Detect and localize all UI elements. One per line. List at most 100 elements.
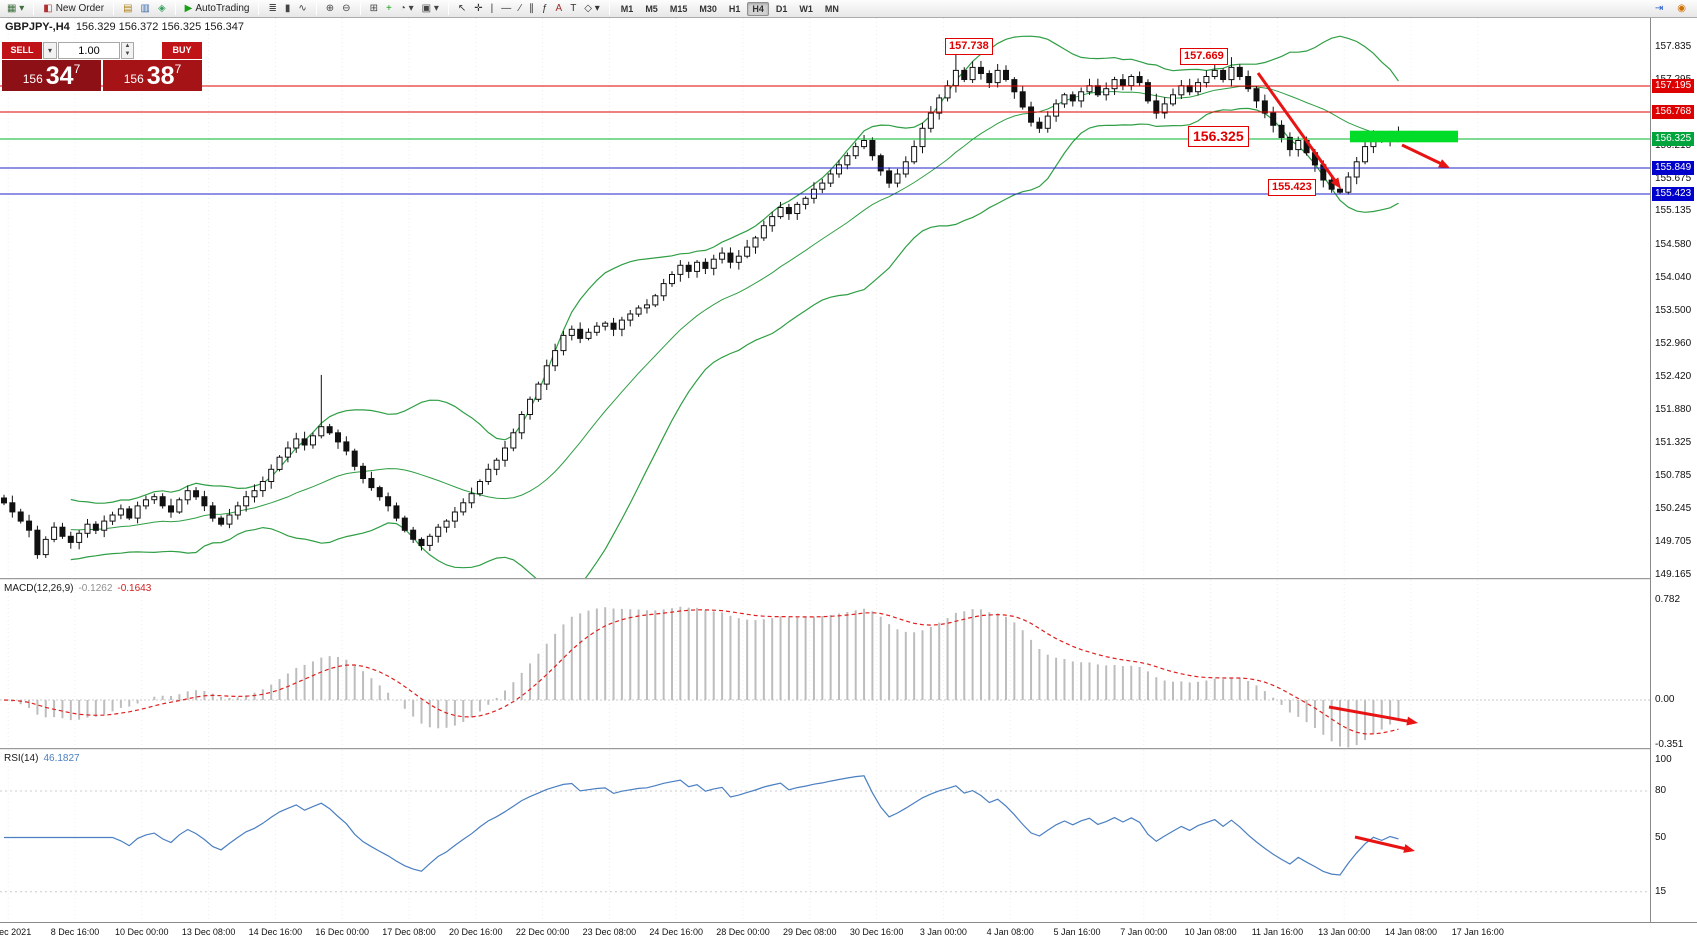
candlestick-chart-icon[interactable]: ▮: [284, 2, 291, 14]
price-axis-label: 151.880: [1655, 403, 1692, 415]
buy-button-small[interactable]: BUY: [162, 42, 202, 59]
toolbar-separator: [359, 2, 361, 15]
price-line-badge: 155.849: [1652, 160, 1695, 175]
buy-price-big: 38: [146, 62, 175, 90]
timeframe-m15[interactable]: M15: [669, 3, 688, 14]
timeframe-h1[interactable]: H1: [728, 3, 741, 14]
toolbar-separator: [608, 2, 610, 15]
time-axis-label: 29 Dec 08:00: [783, 927, 837, 937]
rsi-axis-label: 80: [1655, 785, 1667, 796]
price-axis-label: 155.675: [1655, 172, 1692, 184]
macd-name: MACD(12,26,9): [4, 583, 74, 594]
line-chart-icon[interactable]: ∿: [298, 2, 307, 14]
time-axis-label: 11 Jan 16:00: [1251, 927, 1304, 937]
rsi-axis-label: 15: [1655, 885, 1667, 897]
time-axis-label: 30 Dec 16:00: [849, 927, 904, 937]
pane-separator[interactable]: [0, 748, 1697, 750]
periods-icon[interactable]: ◔ ▾: [399, 2, 414, 14]
timeframe-d1[interactable]: D1: [775, 3, 788, 14]
new-chart-icon[interactable]: ▦ ▾: [7, 2, 25, 14]
tile-windows-icon[interactable]: ⊞: [369, 2, 378, 14]
bar-chart-icon[interactable]: ≣: [268, 2, 277, 14]
price-axis-label: 152.960: [1655, 337, 1692, 349]
time-axis-label: 17 Dec 08:00: [382, 927, 436, 937]
text-icon[interactable]: A: [555, 2, 563, 14]
timeframe-m30[interactable]: M30: [699, 3, 717, 14]
sell-price-button[interactable]: 156 34 7: [2, 60, 101, 91]
sell-price-prefix: 156: [22, 72, 43, 86]
template-icon[interactable]: ▣ ▾: [421, 2, 439, 14]
toolbar-separator: [113, 2, 115, 15]
chart-shift-icon[interactable]: ⇥: [1654, 2, 1664, 14]
crosshair-icon[interactable]: ✛: [474, 2, 483, 14]
price-chart-pane[interactable]: [0, 18, 1650, 578]
macd-axis-label: 0.782: [1655, 593, 1681, 605]
text-label-icon[interactable]: T: [570, 2, 577, 14]
timeframe-mn[interactable]: MN: [824, 3, 839, 14]
timeframe-m5[interactable]: M5: [645, 3, 658, 14]
buy-price-button[interactable]: 156 38 7: [103, 60, 202, 91]
vertical-line-icon[interactable]: |: [490, 2, 494, 14]
lot-dropdown[interactable]: ▾: [43, 42, 57, 59]
price-axis-label: 150.245: [1655, 503, 1692, 515]
stepper-down-icon[interactable]: ▼: [124, 50, 131, 57]
timeframe-h4[interactable]: H4: [747, 1, 769, 16]
price-axis-label: 151.325: [1655, 437, 1692, 449]
zoom-out-icon[interactable]: ⊖: [342, 2, 351, 14]
price-axis-label: 154.580: [1655, 239, 1692, 251]
rsi-pane[interactable]: [0, 750, 1650, 922]
time-axis-label: 4 Jan 08:00: [986, 927, 1034, 937]
time-axis-label: 7 Jan 00:00: [1120, 927, 1168, 937]
rsi-value: 46.1827: [43, 753, 80, 764]
time-axis-label: 20 Dec 16:00: [449, 927, 503, 937]
chart-window: GBPJPY-,H4 156.329 156.372 156.325 156.3…: [0, 18, 1697, 942]
toolbar-separator: [315, 2, 317, 15]
time-axis-label: 23 Dec 08:00: [582, 927, 637, 937]
rsi-name: RSI(14): [4, 753, 39, 764]
pane-separator[interactable]: [0, 578, 1697, 580]
highlight-rectangle[interactable]: [1350, 130, 1458, 143]
price-callout: 157.738: [945, 38, 993, 55]
time-axis-label: 13 Dec 08:00: [181, 927, 236, 937]
lot-stepper[interactable]: ▲ ▼: [121, 42, 134, 59]
trend-arrow[interactable]: [1401, 143, 1450, 168]
toolbar-separator: [33, 2, 35, 15]
market-watch-icon[interactable]: ▤: [123, 2, 133, 14]
macd-signal-value: -0.1643: [117, 583, 152, 594]
stepper-up-icon[interactable]: ▲: [124, 43, 131, 49]
data-window-icon[interactable]: ▥: [140, 2, 150, 14]
fibonacci-icon[interactable]: ƒ: [541, 2, 548, 14]
price-axis[interactable]: 157.835157.295156.755156.215155.675155.1…: [1650, 18, 1697, 922]
time-axis-label: 3 Jan 00:00: [919, 927, 967, 937]
buy-price-sup: 7: [174, 62, 182, 76]
time-axis-label: 8 Dec 2021: [0, 927, 32, 937]
zoom-in-icon[interactable]: ⊕: [325, 2, 335, 14]
navigator-icon[interactable]: ◈: [157, 2, 166, 14]
timeframe-w1[interactable]: W1: [799, 3, 813, 14]
trend-arrow[interactable]: [1354, 835, 1415, 853]
horizontal-line-icon[interactable]: —: [501, 2, 512, 14]
macd-signal-line: [3, 609, 1399, 735]
timeframe-m1[interactable]: M1: [620, 3, 634, 14]
macd-main-value: -0.1262: [78, 583, 113, 594]
new-order-button[interactable]: ◧ New Order: [43, 2, 105, 14]
toolbar-separator: [174, 2, 176, 15]
autotrading-button[interactable]: ▶ AutoTrading: [184, 2, 250, 14]
cursor-icon[interactable]: ↖: [457, 2, 467, 14]
trend-arrow[interactable]: [1328, 705, 1418, 726]
lot-size-input[interactable]: [58, 42, 120, 59]
equidistant-channel-icon[interactable]: ∥: [528, 2, 534, 14]
indicators-icon[interactable]: +: [385, 2, 392, 14]
rsi-axis-label: 50: [1655, 831, 1667, 843]
time-axis[interactable]: 8 Dec 2021 8 Dec 16:00 10 Dec 00:00 13 Dec …: [0, 922, 1697, 942]
shapes-icon[interactable]: ◇ ▾: [584, 2, 600, 14]
trendline-icon[interactable]: ∕: [519, 2, 521, 14]
price-axis-label: 157.835: [1655, 41, 1692, 52]
macd-pane[interactable]: [0, 580, 1650, 748]
price-callout: 155.423: [1268, 179, 1316, 196]
toolbar: ▦ ▾ ◧ New Order ▤ ▥ ◈ ▶ AutoTrading ≣ ▮ ∿ ⊕ ⊖ ⊞ + ◔ ▾ ▣ …: [0, 0, 1697, 18]
sell-button-small[interactable]: SELL: [2, 42, 42, 59]
alerts-icon[interactable]: ◉: [1677, 2, 1686, 14]
trend-arrow[interactable]: [1256, 72, 1341, 189]
